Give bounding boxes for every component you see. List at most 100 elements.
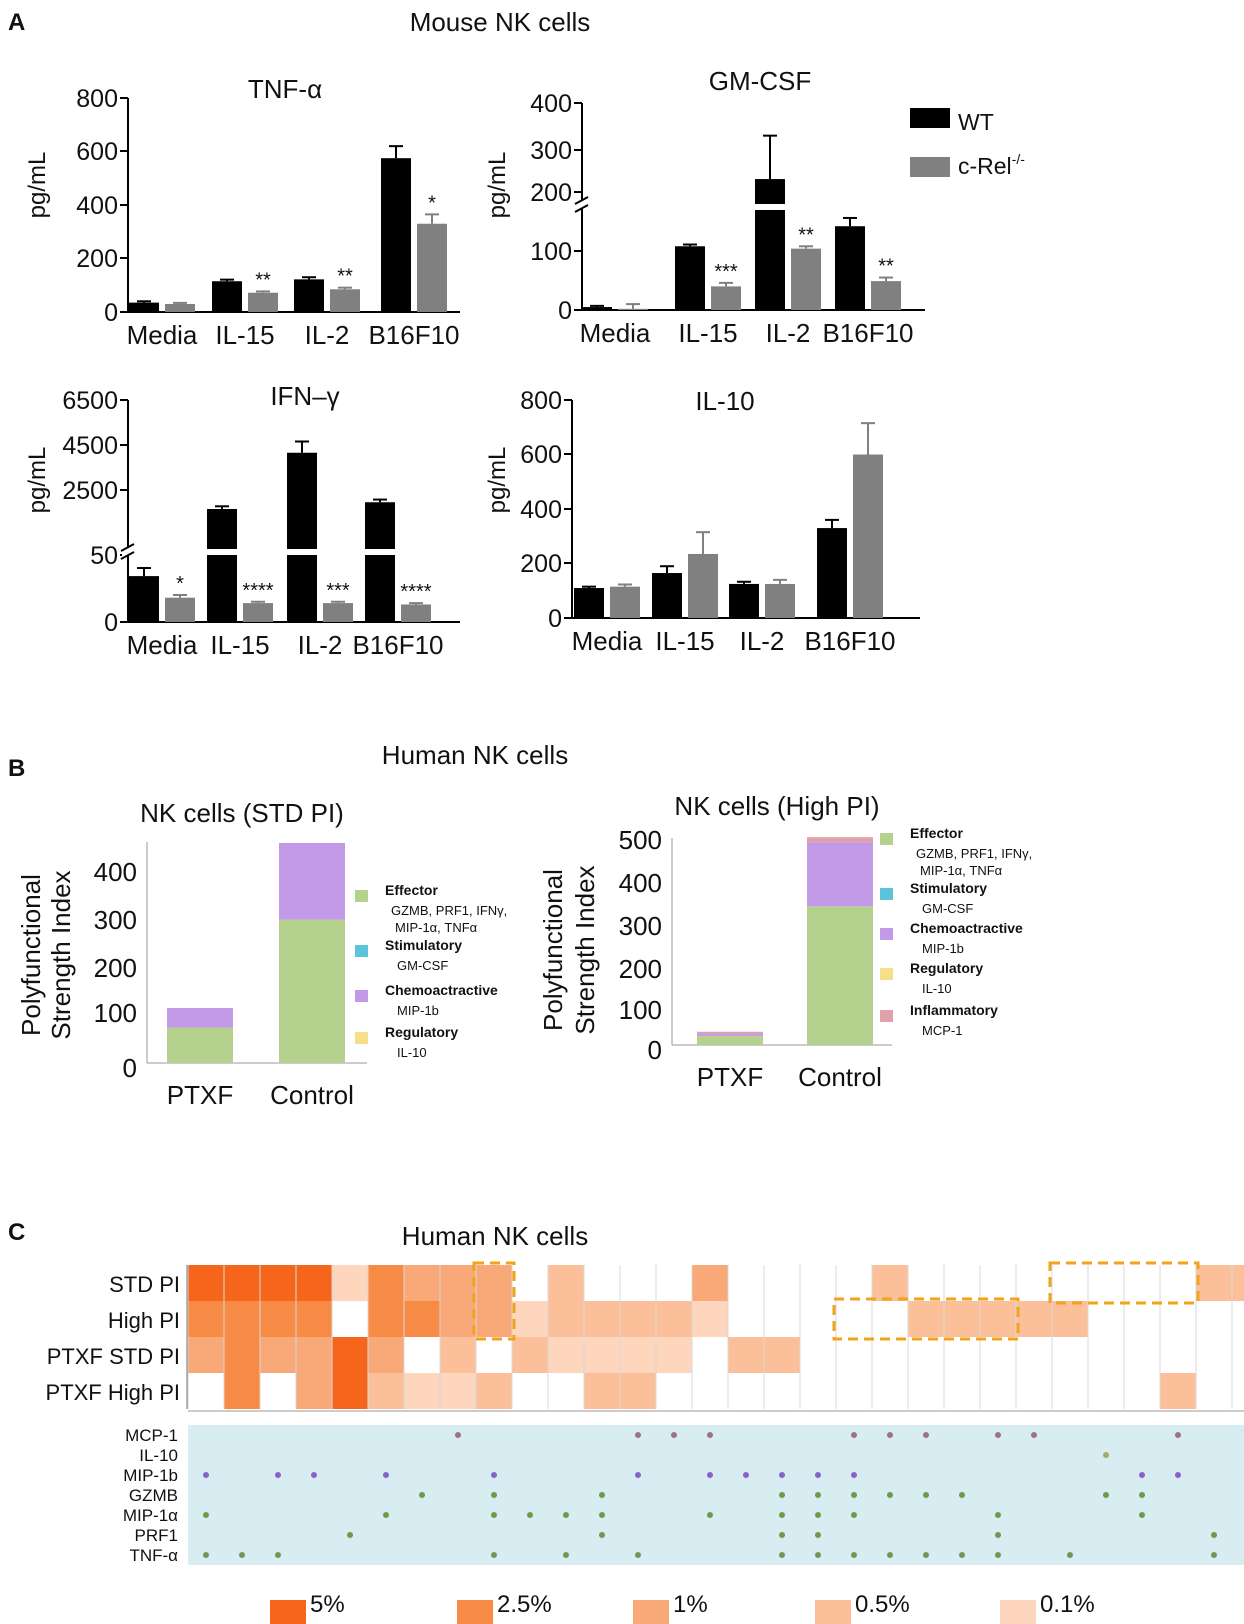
cytokine-label: MIP-1b [123,1466,178,1485]
significance-label: ** [878,256,894,278]
y-tick-label: 100 [94,998,137,1028]
heatmap-cell [620,1373,656,1409]
cytokine-dot [1031,1432,1037,1438]
bar-crel [765,583,795,618]
cytokine-dot [203,1472,209,1478]
chart-title: IL-10 [695,386,754,416]
cytokine-dot [779,1532,785,1538]
cytokine-dot [1139,1492,1145,1498]
significance-label: ** [798,224,814,246]
legend-sublabel: GZMB, PRF1, IFNγ, [391,903,507,918]
legend-swatch [880,888,893,900]
highlight-box [472,1261,516,1341]
heatmap-cell [224,1301,260,1337]
cytokine-label: IL-10 [139,1446,178,1465]
heatmap-cell [512,1301,548,1337]
heatmap-cell [224,1373,260,1409]
heatmap-row-label: STD PI [109,1272,180,1297]
charts-layer: TNF-αpg/mL0200400600800Media**IL-15**IL-… [16,66,1244,1624]
legend-sublabel: MIP-1α, TNFα [395,920,478,935]
bar-wt [574,588,604,618]
panel-b-letter: B [8,755,25,782]
bar-crel [248,292,278,312]
heatmap-row-label: PTXF STD PI [47,1344,180,1369]
y-tick-label: 600 [520,441,562,469]
heat-legend-label: 0.5% [855,1591,910,1618]
heatmap-cell [476,1265,512,1301]
y-tick-label: 2500 [62,477,118,505]
y-tick-label: 0 [123,1053,137,1083]
heatmap-cell [224,1337,260,1373]
y-tick-label: 200 [94,953,137,983]
heatmap-cell [368,1373,404,1409]
heatmap-cell [1016,1301,1052,1337]
bar-wt [675,246,705,310]
x-tick-label: PTXF [167,1080,233,1110]
legend-swatch [880,968,893,980]
bar-crel [711,286,741,310]
cytokine-dot [851,1492,857,1498]
cytokine-dot [707,1512,713,1518]
y-axis-label: pg/mL [484,152,511,219]
cytokine-dot [347,1532,353,1538]
y-tick-label: 200 [530,179,572,207]
cytokine-dot [959,1492,965,1498]
y-tick-label: 200 [619,954,662,984]
stacked-bar-segment [279,842,345,920]
x-tick-label: Media [127,320,198,350]
y-tick-label: 0 [104,609,118,637]
bar-wt [294,279,324,312]
cytokine-dot [203,1552,209,1558]
heatmap-cell [440,1373,476,1409]
x-tick-label: IL-2 [305,320,350,350]
y-tick-label: 300 [94,905,137,935]
y-tick-label: 400 [619,868,662,898]
bar-crel [688,553,718,618]
legend-a: WT c-Rel-/- [910,108,1025,179]
y-axis-label: pg/mL [484,447,511,514]
cytokine-label: TNF-α [129,1546,178,1565]
stacked-bar-segment [697,1033,763,1036]
x-tick-label: Media [580,318,651,348]
cytokine-dot [671,1432,677,1438]
heat-legend-swatch [270,1600,306,1624]
y-axis-label: Strength Index [570,865,600,1034]
legend-sublabel: IL-10 [922,981,952,996]
cytokine-label: PRF1 [135,1526,178,1545]
cytokine-dot [563,1512,569,1518]
x-tick-label: Media [127,630,198,660]
x-tick-label: B16F10 [822,318,913,348]
cytokine-dot [887,1492,893,1498]
cytokine-dot [599,1512,605,1518]
legend-wt-swatch [910,108,950,128]
panel-c-title: Human NK cells [402,1221,588,1251]
heatmap-cell [620,1301,656,1337]
legend-swatch [880,1010,893,1022]
legend-crel-swatch [910,157,950,177]
cytokine-dot [491,1512,497,1518]
cytokine-dot [815,1472,821,1478]
cytokine-dot [851,1512,857,1518]
heat-legend-label: 1% [673,1591,708,1618]
heatmap-cell [1052,1301,1088,1337]
y-tick-label: 400 [520,496,562,524]
legend-sublabel: GM-CSF [922,901,973,916]
axis-break-mark [120,543,135,552]
heatmap-cell [404,1301,440,1337]
cytokine-dot [707,1472,713,1478]
bar-wt [287,452,317,622]
y-tick-label: 0 [558,297,572,325]
heatmap-cell [404,1373,440,1409]
panel-a-letter: A [8,9,25,36]
cytokine-dot [635,1552,641,1558]
heatmap-cell [332,1373,368,1409]
heat-legend-swatch [633,1600,669,1624]
bar-crel [618,308,648,310]
x-tick-label: IL-2 [298,630,343,660]
significance-label: ** [255,269,271,291]
cytokine-dot [635,1472,641,1478]
heatmap-cell [368,1265,404,1301]
legend-label: Regulatory [910,960,983,976]
heatmap-cell [260,1301,296,1337]
